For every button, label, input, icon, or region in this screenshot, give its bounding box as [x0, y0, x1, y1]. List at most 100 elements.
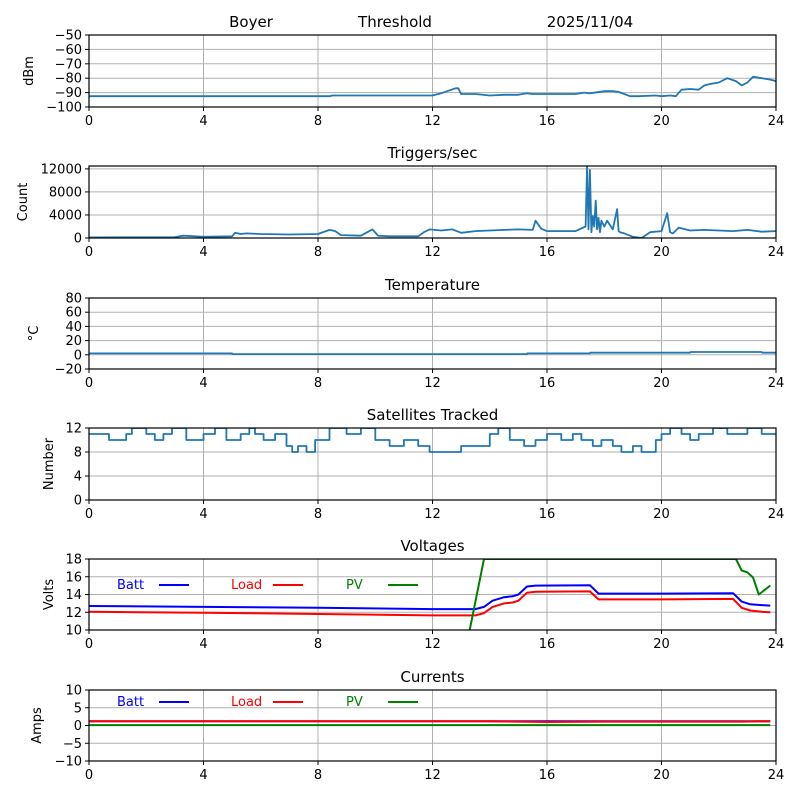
y-tick-label: 8000 — [49, 185, 82, 200]
x-tick-label: 4 — [199, 768, 207, 783]
panel-5: 0 4 8 12 16 20 24 10 5 0 −5 −10 Currents Amps Batt Load… — [30, 668, 784, 783]
x-tick-label: 8 — [314, 507, 322, 522]
x-tick-label: 8 — [314, 245, 322, 260]
panel-title: Voltages — [400, 537, 464, 555]
legend-label-pv: PV — [346, 695, 363, 710]
x-tick-label: 0 — [85, 768, 93, 783]
y-tick-label: 16 — [65, 570, 82, 585]
y-axis-label: °C — [27, 326, 42, 342]
series-line-load — [89, 590, 771, 617]
y-tick-label: 10 — [65, 624, 82, 639]
y-tick-label: 20 — [65, 334, 82, 349]
x-tick-label: 16 — [539, 507, 556, 522]
y-tick-label: 4 — [74, 470, 82, 485]
y-tick-label: −60 — [55, 43, 82, 58]
y-tick-label: 8 — [74, 446, 82, 461]
x-tick-label: 12 — [424, 245, 441, 260]
y-tick-label: 14 — [65, 588, 82, 603]
panel-0: 0 4 8 12 16 20 24 −50−60−70−80−90−100 dBm — [22, 29, 784, 130]
y-tick-label: 12 — [65, 606, 82, 621]
series-line-satellites — [89, 428, 776, 453]
y-axis-label: Volts — [42, 579, 57, 611]
y-axis-label: dBm — [22, 56, 37, 86]
x-tick-label: 8 — [314, 376, 322, 391]
y-tick-label: 5 — [74, 701, 82, 716]
y-tick-label: 0 — [74, 232, 82, 247]
panel-4: 0 4 8 12 16 20 24 18 16 14 12 10 Voltages Volts Batt Lo… — [42, 537, 784, 652]
x-tick-label: 20 — [653, 507, 670, 522]
panel-1: 0 4 8 12 16 20 24 12000 8000 4000 0 Triggers/sec Cou… — [16, 144, 784, 260]
x-tick-label: 0 — [85, 376, 93, 391]
y-tick-label: 0 — [74, 494, 82, 509]
y-tick-label: 10 — [65, 684, 82, 699]
series-line-triggers — [89, 166, 776, 238]
axes-frame — [88, 689, 777, 762]
x-tick-label: 0 — [85, 507, 93, 522]
y-tick-label: 0 — [74, 348, 82, 363]
x-tick-label: 0 — [85, 637, 93, 652]
legend-label-pv: PV — [346, 578, 363, 593]
axes-frame — [88, 427, 777, 501]
x-tick-label: 12 — [424, 768, 441, 783]
x-tick-label: 12 — [424, 507, 441, 522]
y-axis-label: Number — [42, 437, 57, 490]
x-tick-label: 20 — [653, 637, 670, 652]
axes-frame — [88, 165, 777, 239]
x-tick-label: 20 — [653, 376, 670, 391]
x-tick-label: 8 — [314, 114, 322, 129]
header-mode: Threshold — [357, 13, 432, 31]
x-tick-label: 8 — [314, 637, 322, 652]
x-tick-label: 12 — [424, 114, 441, 129]
x-tick-label: 4 — [199, 114, 207, 129]
y-axis-label: Count — [16, 183, 31, 222]
y-tick-label: 40 — [65, 320, 82, 335]
y-tick-label: −80 — [55, 72, 82, 87]
x-tick-label: 16 — [539, 376, 556, 391]
legend-label-load: Load — [231, 578, 262, 593]
legend-label-batt: Batt — [117, 695, 144, 710]
panel-title: Currents — [400, 668, 464, 686]
x-tick-label: 8 — [314, 768, 322, 783]
y-tick-label: −90 — [55, 86, 82, 101]
y-tick-label: −20 — [55, 363, 82, 378]
x-tick-label: 16 — [539, 637, 556, 652]
series-line-load — [89, 720, 771, 723]
y-tick-label: 0 — [74, 719, 82, 734]
series-line-signal — [89, 75, 776, 98]
x-tick-label: 4 — [199, 637, 207, 652]
y-tick-label: 60 — [65, 306, 82, 321]
header-date: 2025/11/04 — [547, 13, 633, 31]
y-tick-label: −5 — [63, 737, 82, 752]
series-line-batt — [89, 584, 771, 611]
y-tick-label: 4000 — [49, 208, 82, 223]
x-tick-label: 24 — [768, 768, 785, 783]
x-tick-label: 16 — [539, 245, 556, 260]
x-tick-label: 24 — [768, 114, 785, 129]
panel-title: Satellites Tracked — [367, 406, 498, 424]
panel-title: Triggers/sec — [387, 144, 478, 162]
panel-3: 0 4 8 12 16 20 24 12 8 4 0 Satellites Tracked Number — [42, 406, 784, 522]
y-tick-label: −10 — [55, 755, 82, 770]
x-tick-label: 16 — [539, 768, 556, 783]
x-tick-label: 24 — [768, 376, 785, 391]
x-tick-label: 4 — [199, 376, 207, 391]
x-tick-label: 12 — [424, 376, 441, 391]
x-tick-label: 0 — [85, 245, 93, 260]
x-tick-label: 24 — [768, 507, 785, 522]
y-axis-label: Amps — [30, 707, 45, 744]
axes-frame — [88, 297, 777, 370]
x-tick-label: 24 — [768, 245, 785, 260]
x-tick-label: 12 — [424, 637, 441, 652]
x-tick-label: 24 — [768, 637, 785, 652]
x-tick-label: 16 — [539, 114, 556, 129]
series-line-temperature — [89, 351, 776, 355]
x-tick-label: 4 — [199, 245, 207, 260]
y-tick-label: 12 — [65, 422, 82, 437]
y-tick-label: −70 — [55, 57, 82, 72]
y-tick-label: −100 — [46, 101, 82, 116]
x-tick-label: 0 — [85, 114, 93, 129]
y-tick-label: −50 — [55, 29, 82, 44]
x-tick-label: 20 — [653, 768, 670, 783]
x-tick-label: 4 — [199, 507, 207, 522]
